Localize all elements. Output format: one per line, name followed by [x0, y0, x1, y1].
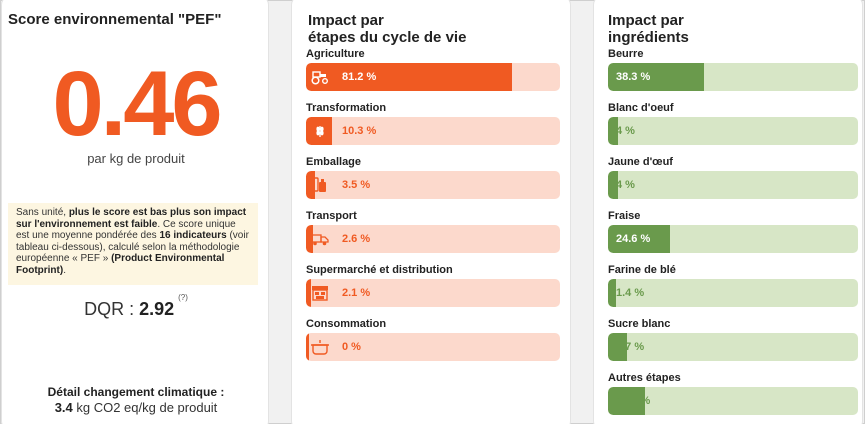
stage-percent: 3.5 %: [342, 179, 371, 191]
ingredient-row: Beurre 38.3 %: [608, 48, 858, 91]
ingredient-row: Sucre blanc 7.7 %: [608, 318, 858, 361]
stage-bar-fill: [306, 225, 313, 253]
store-icon: [310, 284, 330, 302]
ingredient-bar: 7.7 %: [608, 333, 858, 361]
stage-percent: 2.1 %: [342, 287, 371, 299]
score-card: Score environnemental "PEF" 0.46 par kg …: [1, 0, 269, 424]
ingredient-percent: 4 %: [616, 125, 635, 137]
dqr-rating: DQR : 2.92(?): [84, 293, 188, 319]
stage-row: Supermarché et distribution 2.1 %: [306, 264, 560, 307]
ingredient-percent: 4 %: [616, 179, 635, 191]
stage-row: Transformation 10.3 %: [306, 102, 560, 145]
stage-bar: 81.2 %: [306, 63, 560, 91]
ingredient-bar-fill: [608, 387, 645, 415]
stage-bar-fill: [306, 333, 309, 361]
stage-bar-fill: [306, 63, 512, 91]
stage-bar: 0 %: [306, 333, 560, 361]
stage-bar: 10.3 %: [306, 117, 560, 145]
ingredient-bar: 4 %: [608, 171, 858, 199]
ingredient-label: Fraise: [608, 210, 641, 222]
score-unit: par kg de produit: [87, 151, 185, 166]
stage-label: Consommation: [306, 318, 387, 330]
stage-row: Emballage 3.5 %: [306, 156, 560, 199]
stage-row: Agriculture 81.2 %: [306, 48, 560, 91]
ingredient-row: Jaune d'œuf 4 %: [608, 156, 858, 199]
ingredient-percent: 1.4 %: [616, 287, 645, 299]
ingredient-label: Autres étapes: [608, 372, 681, 384]
lifecycle-stages-title: Impact par étapes du cycle de vie: [308, 12, 467, 46]
stage-label: Agriculture: [306, 48, 365, 60]
stage-bar: 2.1 %: [306, 279, 560, 307]
stage-bar-fill: [306, 279, 311, 307]
ingredient-bar: 1.4 %: [608, 279, 858, 307]
ingredient-bar: 4 %: [608, 117, 858, 145]
dqr-help-link[interactable]: (?): [178, 293, 188, 302]
ingredient-bar-fill: [608, 171, 618, 199]
ingredient-bar-fill: [608, 63, 704, 91]
ingredient-label: Farine de blé: [608, 264, 676, 276]
ingredient-bar-fill: [608, 225, 670, 253]
stage-percent: 81.2 %: [342, 71, 377, 83]
ingredient-row: Farine de blé 1.4 %: [608, 264, 858, 307]
stage-percent: 0 %: [342, 341, 361, 353]
ingredients-card: Impact par ingrédients Beurre 38.3 % Blanc …: [593, 0, 863, 424]
ingredient-label: Beurre: [608, 48, 644, 60]
stage-row: Consommation 0 %: [306, 318, 560, 361]
ingredient-bar: 38.3 %: [608, 63, 858, 91]
truck-icon: [310, 230, 330, 248]
score-info-note: Sans unité, plus le score est bas plus s…: [8, 203, 258, 285]
tractor-icon: [310, 68, 330, 86]
pef-score-value: 0.46: [52, 53, 222, 155]
ingredient-bar: 24.6 %: [608, 225, 858, 253]
ingredient-label: Jaune d'œuf: [608, 156, 673, 168]
ingredients-title: Impact par ingrédients: [608, 12, 689, 46]
stage-bar: 2.6 %: [306, 225, 560, 253]
stage-percent: 2.6 %: [342, 233, 371, 245]
stage-label: Supermarché et distribution: [306, 264, 453, 276]
ingredient-bar-fill: [608, 117, 618, 145]
ingredient-bar-fill: [608, 333, 627, 361]
ingredient-row: Autres étapes 14.7 %: [608, 372, 858, 415]
ingredient-percent: 24.6 %: [616, 233, 651, 245]
ingredient-row: Blanc d'oeuf 4 %: [608, 102, 858, 145]
ingredient-percent: 7.7 %: [616, 341, 645, 353]
stage-label: Emballage: [306, 156, 362, 168]
stage-row: Transport 2.6 %: [306, 210, 560, 253]
climate-change-value: 3.4 kg CO2 eq/kg de produit: [54, 400, 218, 415]
ingredient-percent: 38.3 %: [616, 71, 651, 83]
stage-label: Transport: [306, 210, 357, 222]
climate-change-title: Détail changement climatique :: [47, 385, 225, 399]
ingredient-label: Sucre blanc: [608, 318, 671, 330]
ingredient-bar: 14.7 %: [608, 387, 858, 415]
score-card-title: Score environnemental "PEF": [8, 11, 222, 28]
ingredient-bar-fill: [608, 279, 616, 307]
ingredient-label: Blanc d'oeuf: [608, 102, 674, 114]
lifecycle-stages-card: Impact par étapes du cycle de vie Agricul…: [291, 0, 571, 424]
stage-bar: 3.5 %: [306, 171, 560, 199]
pot-icon: [310, 338, 330, 356]
stage-percent: 10.3 %: [342, 125, 377, 137]
bottle-icon: [310, 176, 330, 194]
stage-label: Transformation: [306, 102, 387, 114]
dqr-value: 2.92: [139, 299, 175, 319]
wheat-icon: [310, 122, 330, 140]
ingredient-percent: 14.7 %: [616, 395, 651, 407]
ingredient-row: Fraise 24.6 %: [608, 210, 858, 253]
